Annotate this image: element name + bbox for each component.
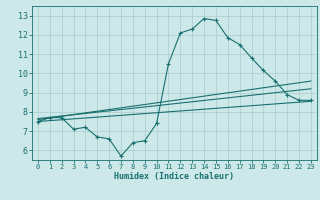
X-axis label: Humidex (Indice chaleur): Humidex (Indice chaleur) <box>115 172 234 181</box>
